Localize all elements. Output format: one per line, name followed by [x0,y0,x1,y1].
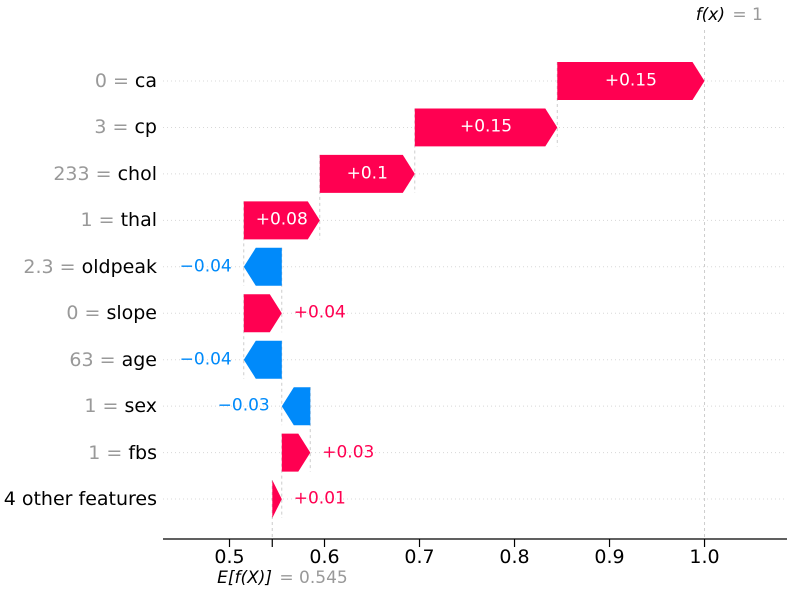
fx-math-text: f(x) [695,5,725,25]
bar-ca [557,62,705,100]
expected-value-annotation-func: E[f(X)] [217,568,272,588]
efx-math-text: E[f(X)] [217,568,272,588]
fx-annotation-func: f(x) [696,5,725,25]
bar-fbs [281,433,311,472]
bar-chol [319,154,415,193]
bar-thal [243,201,320,240]
bar-oldpeak [243,247,282,286]
bar-slope [243,294,282,333]
bar-sex [281,387,311,426]
bar-age [243,340,282,379]
bar-cp [414,108,558,147]
expected-value-annotation-value: = 0.545 [274,568,348,588]
bar-4-other-features [272,480,282,518]
fx-annotation-value: = 1 [727,5,763,25]
